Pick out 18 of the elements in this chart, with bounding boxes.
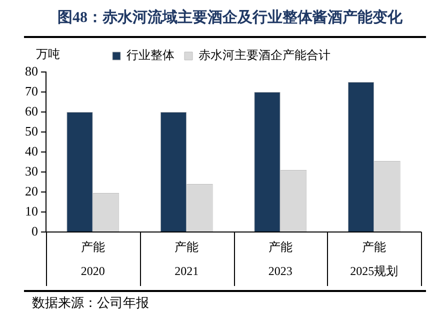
x-tick-label: 产能 2021 (174, 240, 199, 278)
y-tick-label: 80 (25, 63, 38, 78)
x-tick-label: 产能 2020 (80, 240, 105, 278)
x-tick-label: 产能 2023 (268, 240, 292, 278)
legend-label: 行业整体 (126, 48, 174, 62)
y-tick-label: 70 (25, 83, 38, 98)
y-tick-label: 60 (25, 103, 38, 118)
y-tick-label: 50 (25, 123, 38, 138)
x-tick-label: 产能 2025规划 (350, 240, 398, 278)
legend-label: 赤水河主要酒企产能合计 (198, 48, 330, 62)
y-tick-label: 40 (25, 143, 38, 158)
y-tick-label: 30 (25, 163, 38, 178)
y-tick-label: 0 (32, 223, 38, 238)
y-axis-title: 万吨 (36, 46, 60, 63)
source-note: 数据来源：公司年报 (32, 294, 149, 312)
y-tick-label: 10 (25, 203, 38, 218)
y-tick-label: 20 (25, 183, 38, 198)
chart-title: 图48：赤水河流域主要酒企及行业整体酱酒产能变化 (56, 8, 404, 27)
